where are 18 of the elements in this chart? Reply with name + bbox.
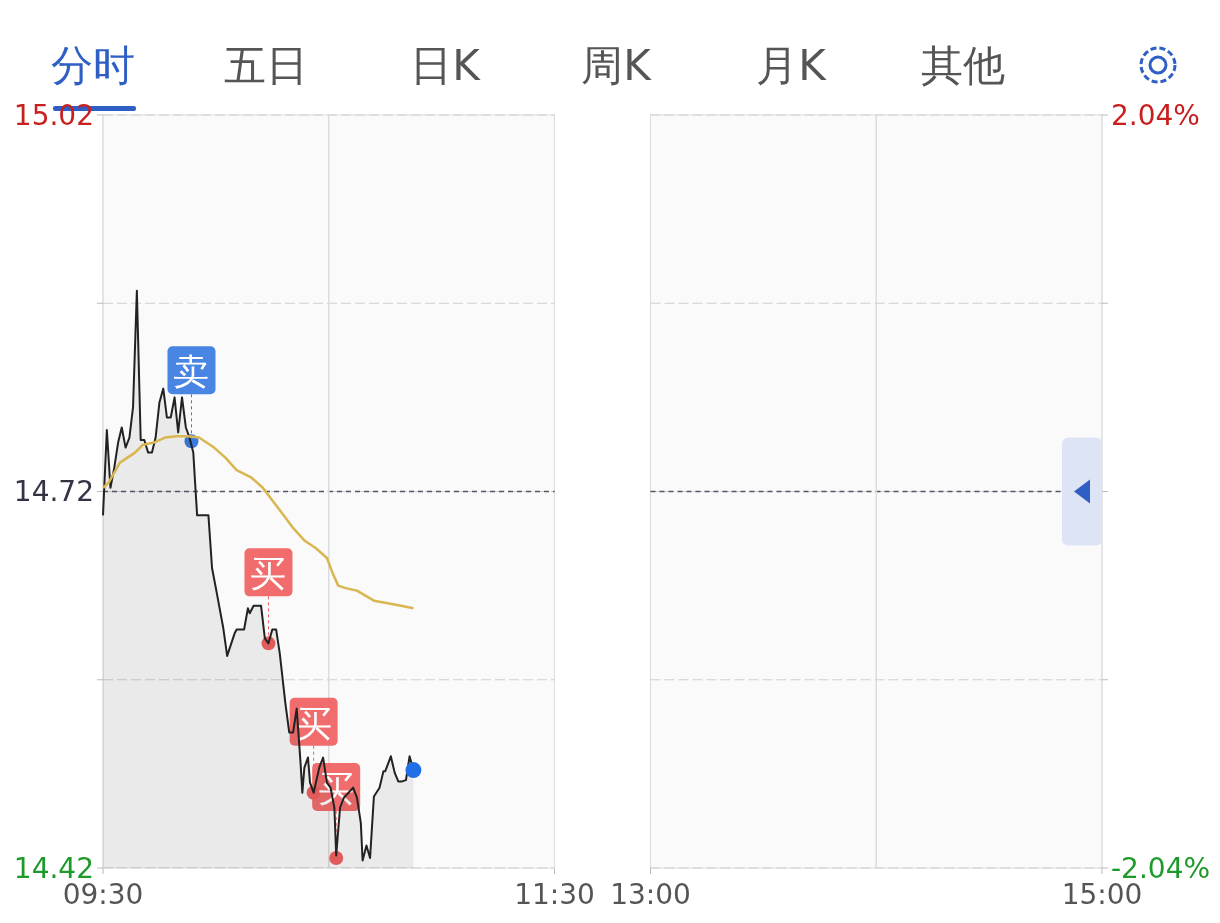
annotation: 买 bbox=[250, 553, 287, 595]
y-tick-label: 14.72 bbox=[13, 475, 94, 509]
x-tick-label: 09:30 bbox=[62, 878, 144, 911]
text: 五日 bbox=[224, 41, 308, 90]
y-tick-label: 15.02 bbox=[13, 98, 94, 132]
text: 分时 bbox=[51, 41, 135, 90]
x-tick-label: 15:00 bbox=[1061, 878, 1143, 911]
text: 其他 bbox=[921, 41, 1005, 90]
y2-tick-label: 2.04% bbox=[1111, 98, 1200, 132]
text: 日K bbox=[410, 41, 482, 90]
line-series bbox=[101, 435, 415, 610]
text: 周K bbox=[581, 41, 653, 90]
point bbox=[405, 762, 422, 779]
annotation: 买 bbox=[295, 702, 332, 744]
x-tick-label: 13:00 bbox=[610, 878, 691, 911]
text: 月K bbox=[756, 41, 828, 90]
x-tick-label: 11:30 bbox=[514, 878, 595, 911]
annotation: 卖 bbox=[173, 351, 210, 393]
